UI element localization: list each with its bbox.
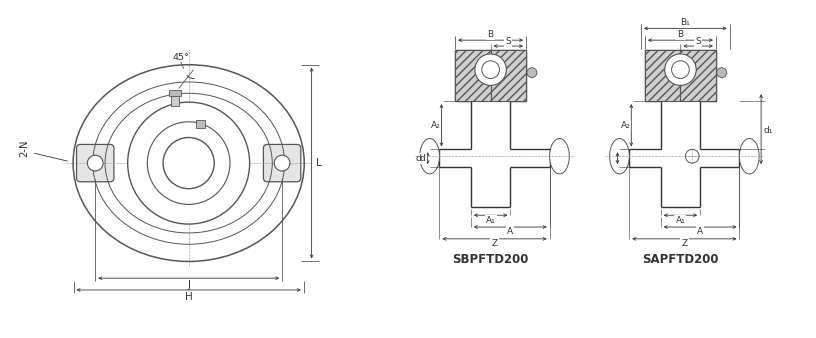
Circle shape bbox=[475, 54, 507, 86]
Text: d₁: d₁ bbox=[763, 126, 773, 135]
Polygon shape bbox=[681, 50, 716, 101]
Text: S: S bbox=[505, 37, 511, 46]
Circle shape bbox=[274, 155, 290, 171]
Text: H: H bbox=[184, 292, 193, 302]
Circle shape bbox=[127, 102, 250, 224]
Text: B: B bbox=[677, 30, 684, 39]
Text: A₁: A₁ bbox=[676, 216, 685, 225]
Ellipse shape bbox=[739, 139, 759, 174]
Text: S: S bbox=[695, 37, 701, 46]
Text: SAPFTD200: SAPFTD200 bbox=[642, 252, 719, 266]
Text: L: L bbox=[316, 158, 322, 168]
Text: Z: Z bbox=[681, 239, 687, 248]
Circle shape bbox=[87, 155, 103, 171]
Polygon shape bbox=[645, 50, 681, 101]
FancyBboxPatch shape bbox=[264, 144, 301, 182]
Text: A: A bbox=[508, 227, 513, 237]
Text: A₂: A₂ bbox=[620, 121, 630, 130]
Text: J: J bbox=[187, 280, 190, 290]
Text: 45°: 45° bbox=[172, 53, 189, 62]
Circle shape bbox=[527, 68, 537, 77]
Polygon shape bbox=[455, 50, 490, 101]
Bar bbox=[169, 90, 181, 96]
Text: Z: Z bbox=[491, 239, 498, 248]
Text: SBPFTD200: SBPFTD200 bbox=[452, 252, 529, 266]
FancyBboxPatch shape bbox=[77, 144, 114, 182]
Text: d: d bbox=[420, 154, 426, 163]
Bar bbox=[196, 120, 206, 128]
Text: 2-N: 2-N bbox=[20, 140, 29, 157]
Text: A₁: A₁ bbox=[486, 216, 495, 225]
Circle shape bbox=[716, 68, 727, 77]
Text: A₂: A₂ bbox=[431, 121, 441, 130]
Circle shape bbox=[163, 138, 215, 189]
Ellipse shape bbox=[550, 139, 570, 174]
Ellipse shape bbox=[610, 139, 629, 174]
Polygon shape bbox=[490, 50, 526, 101]
Text: d: d bbox=[420, 154, 426, 163]
Text: B: B bbox=[487, 30, 494, 39]
Bar bbox=[171, 92, 179, 106]
Circle shape bbox=[665, 54, 696, 86]
Text: B₁: B₁ bbox=[681, 18, 690, 27]
Ellipse shape bbox=[419, 139, 440, 174]
Text: d: d bbox=[416, 154, 422, 163]
Text: A: A bbox=[697, 227, 703, 237]
